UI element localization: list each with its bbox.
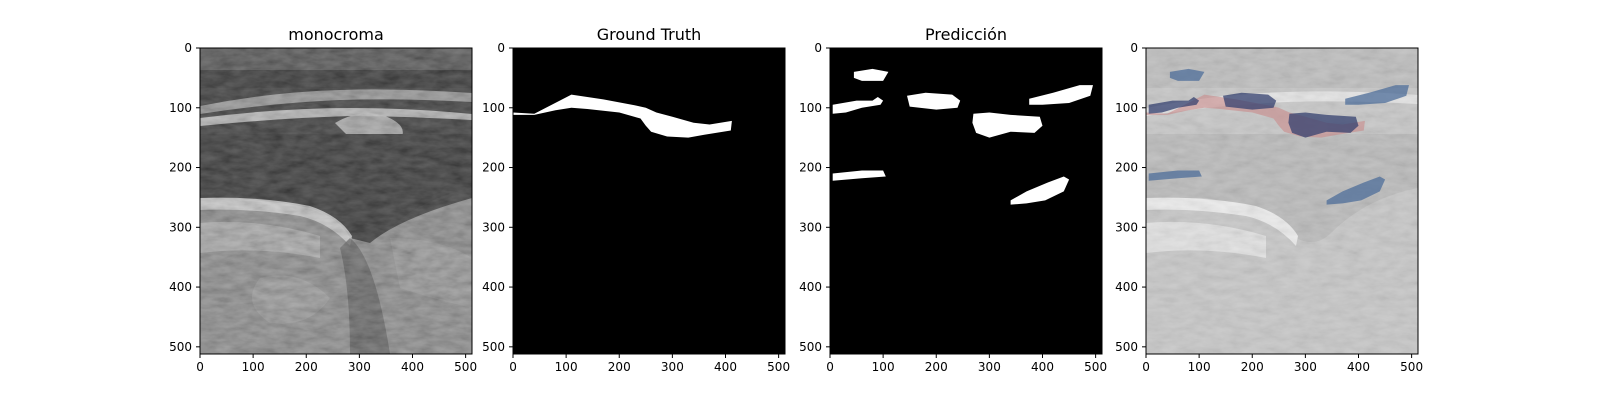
x-tick-label: 200 bbox=[1241, 360, 1264, 374]
x-tick-label: 300 bbox=[1294, 360, 1317, 374]
prediction-region bbox=[1029, 85, 1093, 105]
y-tick-label: 100 bbox=[482, 101, 505, 115]
x-tick-label: 400 bbox=[1347, 360, 1370, 374]
x-tick-label: 400 bbox=[714, 360, 737, 374]
y-tick-label: 0 bbox=[184, 41, 192, 55]
y-tick-label: 0 bbox=[1130, 41, 1138, 55]
x-axis-ticks: 0 100 200 300 400 500 bbox=[196, 354, 477, 374]
x-axis-ticks: 0 100 200 300 400 500 bbox=[826, 354, 1107, 374]
prediction-region bbox=[832, 170, 886, 181]
x-tick-label: 500 bbox=[454, 360, 477, 374]
x-tick-label: 200 bbox=[925, 360, 948, 374]
y-tick-label: 300 bbox=[799, 220, 822, 234]
x-axis-ticks: 0 100 200 300 400 500 bbox=[509, 354, 790, 374]
prediction-region bbox=[832, 97, 884, 114]
y-tick-label: 300 bbox=[1115, 220, 1138, 234]
prediction-region bbox=[1010, 176, 1070, 205]
overlay-prediction bbox=[1148, 68, 1409, 205]
y-tick-label: 400 bbox=[799, 280, 822, 294]
y-tick-label: 200 bbox=[1115, 161, 1138, 175]
mask-background bbox=[513, 48, 785, 354]
y-axis-ticks: 0 100 200 300 400 500 bbox=[169, 41, 200, 354]
panel-title: Predicción bbox=[925, 25, 1007, 44]
y-tick-label: 200 bbox=[482, 161, 505, 175]
overlay-prediction-region bbox=[1345, 85, 1409, 105]
y-tick-label: 0 bbox=[497, 41, 505, 55]
x-tick-label: 500 bbox=[1084, 360, 1107, 374]
y-tick-label: 0 bbox=[814, 41, 822, 55]
y-tick-label: 100 bbox=[799, 101, 822, 115]
panel-title: monocroma bbox=[288, 25, 384, 44]
overlay-image bbox=[1146, 48, 1418, 354]
x-tick-label: 300 bbox=[978, 360, 1001, 374]
x-tick-label: 400 bbox=[1031, 360, 1054, 374]
y-tick-label: 500 bbox=[169, 340, 192, 354]
x-tick-label: 500 bbox=[1400, 360, 1423, 374]
y-tick-label: 300 bbox=[482, 220, 505, 234]
x-tick-label: 0 bbox=[1142, 360, 1150, 374]
y-tick-label: 400 bbox=[169, 280, 192, 294]
x-tick-label: 200 bbox=[608, 360, 631, 374]
x-tick-label: 0 bbox=[826, 360, 834, 374]
x-tick-label: 0 bbox=[196, 360, 204, 374]
x-tick-label: 500 bbox=[767, 360, 790, 374]
y-tick-label: 200 bbox=[169, 161, 192, 175]
prediction-region bbox=[853, 68, 889, 81]
x-tick-label: 300 bbox=[661, 360, 684, 374]
overlay-prediction-region bbox=[1148, 170, 1202, 181]
y-tick-label: 100 bbox=[1115, 101, 1138, 115]
y-tick-label: 400 bbox=[1115, 280, 1138, 294]
y-axis-ticks: 0 100 200 300 400 500 bbox=[799, 41, 830, 354]
y-axis-ticks: 0 100 200 300 400 500 bbox=[482, 41, 513, 354]
panel-title: Ground Truth bbox=[597, 25, 702, 44]
overlay-prediction-region bbox=[1148, 97, 1200, 114]
x-tick-label: 300 bbox=[348, 360, 371, 374]
y-axis-ticks: 0 100 200 300 400 500 bbox=[1115, 41, 1146, 354]
y-tick-label: 300 bbox=[169, 220, 192, 234]
prediction-region bbox=[972, 112, 1043, 138]
panel-monocroma: monocroma 0 100 200 300 400 500 0 100 200 300 400… bbox=[169, 25, 477, 374]
x-tick-label: 400 bbox=[401, 360, 424, 374]
panel-ground-truth: Ground Truth 0 100 200 300 400 500 0 100 200 300… bbox=[482, 25, 790, 374]
overlay-prediction-region bbox=[1223, 92, 1277, 110]
x-tick-label: 100 bbox=[242, 360, 265, 374]
y-tick-label: 500 bbox=[482, 340, 505, 354]
y-tick-label: 500 bbox=[1115, 340, 1138, 354]
overlay-prediction-region bbox=[1169, 68, 1205, 81]
y-tick-label: 400 bbox=[482, 280, 505, 294]
prediction-mask bbox=[832, 68, 1093, 205]
x-tick-label: 200 bbox=[295, 360, 318, 374]
x-axis-ticks: 0 100 200 300 400 500 bbox=[1142, 354, 1423, 374]
x-tick-label: 100 bbox=[1188, 360, 1211, 374]
ground-truth-region bbox=[513, 94, 732, 138]
prediction-region bbox=[907, 92, 961, 110]
x-tick-label: 100 bbox=[555, 360, 578, 374]
x-tick-label: 100 bbox=[872, 360, 895, 374]
overlay-prediction-region bbox=[1326, 176, 1386, 205]
panel-overlay: 0 100 200 300 400 500 0 100 200 300 400 500 bbox=[1115, 41, 1423, 374]
y-tick-label: 100 bbox=[169, 101, 192, 115]
panel-prediccion: Predicción 0 100 200 300 400 500 0 100 200 300 40… bbox=[799, 25, 1107, 374]
y-tick-label: 500 bbox=[799, 340, 822, 354]
overlay-prediction-region bbox=[1288, 112, 1359, 138]
y-tick-label: 200 bbox=[799, 161, 822, 175]
x-tick-label: 0 bbox=[509, 360, 517, 374]
ultrasound-image bbox=[200, 48, 472, 354]
ground-truth-mask bbox=[513, 94, 732, 138]
